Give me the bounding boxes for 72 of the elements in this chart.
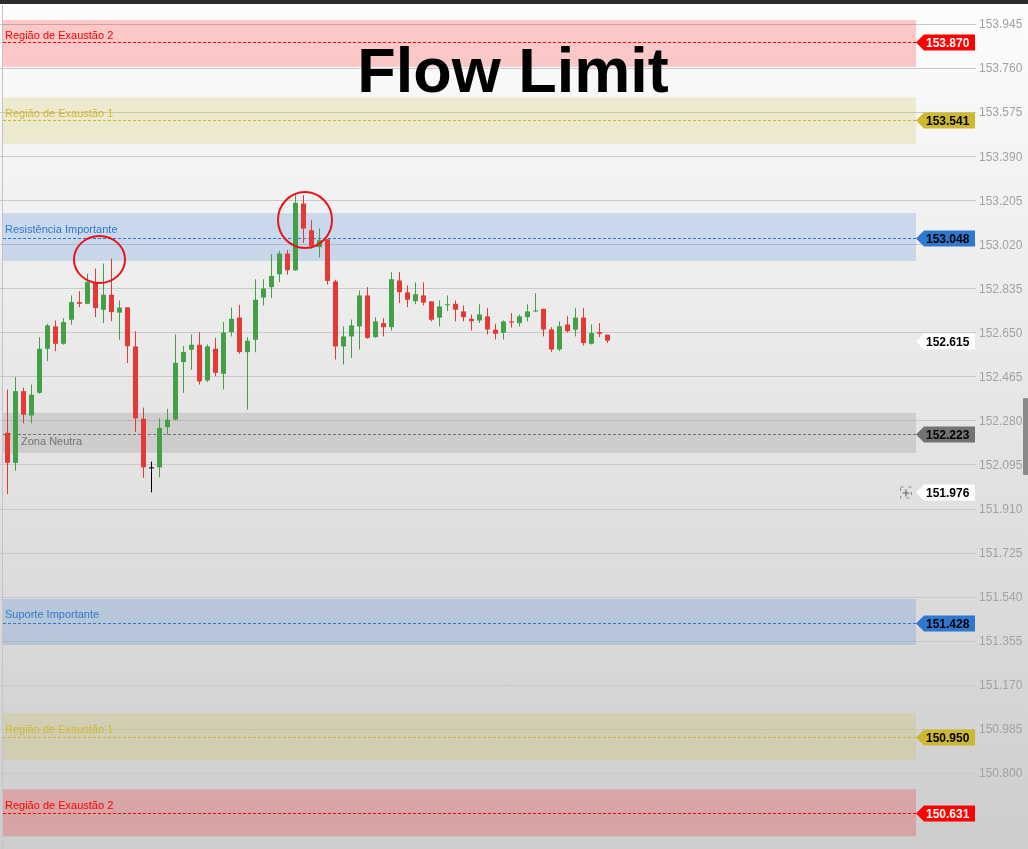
- y-tick-label: 153.390: [979, 149, 1023, 164]
- candlestick: [277, 250, 282, 283]
- candlestick: [349, 319, 354, 359]
- candlestick: [405, 284, 410, 308]
- candlestick: [261, 278, 266, 306]
- candlestick: [269, 253, 274, 299]
- candlestick: [149, 461, 154, 493]
- y-tick-label: 153.945: [979, 17, 1023, 32]
- band-label: Suporte Importante: [5, 607, 100, 620]
- candlestick: [421, 281, 426, 306]
- candlestick: [117, 299, 122, 341]
- candlestick: [549, 326, 554, 353]
- text: 152.615: [926, 334, 970, 349]
- y-tick-label: 151.540: [979, 589, 1023, 604]
- y-tick-label: 153.205: [979, 193, 1023, 208]
- text: Flow Limit: [357, 35, 669, 105]
- ref-line-label: 151.428: [926, 616, 970, 631]
- band-label: Região de Exaustão 1: [5, 106, 114, 119]
- candlestick: [501, 319, 506, 340]
- band-label: Região de Exaustão 1: [5, 722, 114, 735]
- y-tick-label: 153.760: [979, 61, 1023, 76]
- band-label: Região de Exaustão 2: [5, 29, 114, 42]
- candlestick: [85, 273, 90, 305]
- candlestick: [165, 408, 170, 436]
- candlestick: [437, 299, 442, 327]
- candlestick: [181, 345, 186, 394]
- candlestick: [485, 307, 490, 336]
- candlestick: [29, 384, 34, 424]
- candlestick: [69, 294, 74, 326]
- candlestick: [541, 308, 546, 337]
- candlestick: [373, 316, 378, 339]
- candlestick: [397, 271, 402, 304]
- candlestick: [557, 320, 562, 352]
- ref-line-label: 152.223: [926, 427, 970, 442]
- y-tick-label: 153.575: [979, 105, 1023, 120]
- y-tick-label: 152.465: [979, 369, 1023, 384]
- ref-line-label: 153.870: [926, 35, 970, 50]
- candlestick: [101, 263, 106, 324]
- candlestick: [445, 294, 450, 312]
- candlestick: [45, 323, 50, 362]
- band-label: Resistência Importante: [5, 223, 118, 236]
- band-label: Zona Neutra: [21, 434, 84, 447]
- y-tick-label: 152.095: [979, 457, 1023, 472]
- y-tick-label: 153.020: [979, 237, 1023, 252]
- ref-line-label: 153.048: [926, 231, 970, 246]
- ref-line-label: 150.950: [926, 730, 970, 745]
- candlestick: [109, 258, 114, 322]
- candlestick: [285, 249, 290, 276]
- candlestick: [341, 325, 346, 365]
- candlestick: [429, 300, 434, 322]
- y-tick-label: 151.725: [979, 545, 1023, 560]
- y-tick-label: 151.910: [979, 501, 1023, 516]
- candlestick: [573, 307, 578, 337]
- candlestick: [453, 299, 458, 322]
- y-tick-label: 152.280: [979, 413, 1023, 428]
- candlestick: [533, 292, 538, 313]
- candlestick: [21, 387, 26, 424]
- candlestick: [245, 336, 250, 410]
- candlestick: [309, 219, 314, 250]
- candlestick: [53, 319, 58, 352]
- band-label: Região de Exaustão 2: [5, 798, 114, 811]
- ref-line-label: 150.631: [926, 806, 970, 821]
- candlestick: [61, 317, 66, 346]
- candlestick: [229, 307, 234, 337]
- candlestick: [381, 317, 386, 337]
- candlestick: [413, 281, 418, 305]
- text: 151.976: [926, 485, 970, 500]
- y-tick-label: 152.835: [979, 281, 1023, 296]
- candlestick: [589, 324, 594, 345]
- candlestick: [189, 334, 194, 371]
- ref-line-label: 153.541: [926, 113, 970, 128]
- y-tick-label: 152.650: [979, 325, 1023, 340]
